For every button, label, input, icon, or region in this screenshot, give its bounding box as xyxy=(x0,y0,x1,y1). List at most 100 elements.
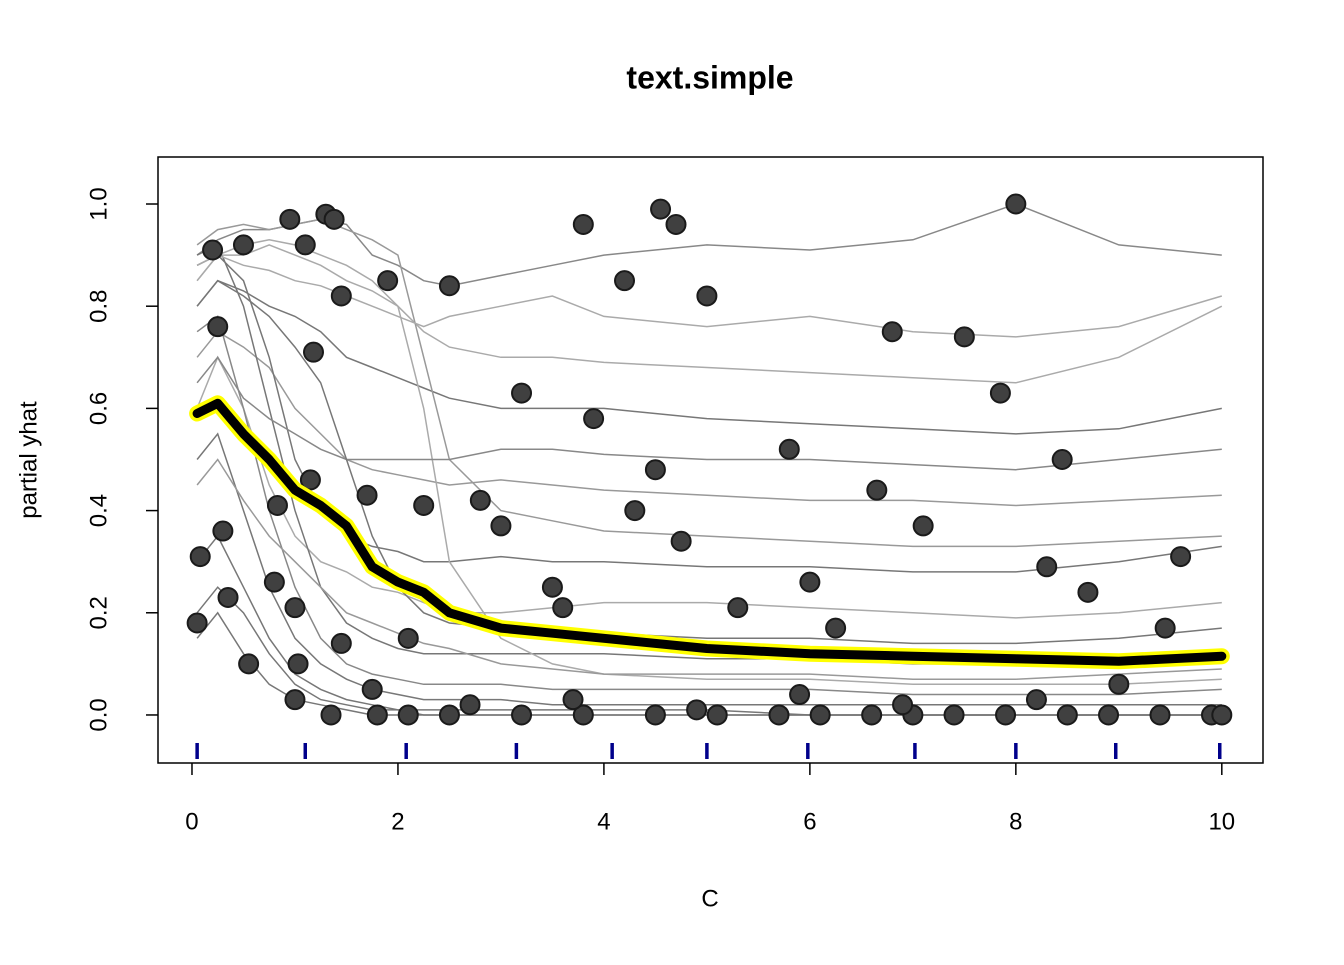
observation-point xyxy=(541,576,563,598)
observation-point xyxy=(912,515,934,537)
observation-point xyxy=(995,704,1017,726)
x-tick-label: 0 xyxy=(185,808,198,835)
x-tick-label: 6 xyxy=(803,808,816,835)
observation-point xyxy=(1077,581,1099,603)
observation-point xyxy=(413,494,435,516)
x-tick-label: 8 xyxy=(1009,808,1022,835)
observation-point xyxy=(552,597,574,619)
observation-point xyxy=(438,704,460,726)
observation-point xyxy=(861,704,883,726)
observation-point xyxy=(356,484,378,506)
pdp-line xyxy=(192,398,1227,666)
observation-point xyxy=(789,684,811,706)
observation-point xyxy=(438,275,460,297)
y-tick-label: 0.2 xyxy=(85,596,112,629)
observation-point xyxy=(644,459,666,481)
observation-point xyxy=(330,632,352,654)
observation-point xyxy=(490,515,512,537)
observation-point xyxy=(284,689,306,711)
observation-point xyxy=(377,270,399,292)
y-tick-label: 0.4 xyxy=(85,494,112,527)
y-tick-label: 0.8 xyxy=(85,290,112,323)
observation-point xyxy=(866,479,888,501)
observation-point xyxy=(459,694,481,716)
ice-curve xyxy=(196,254,1222,573)
chart-title: text.simple xyxy=(626,59,793,95)
observation-point xyxy=(1051,448,1073,470)
observation-point xyxy=(279,208,301,230)
observation-point xyxy=(366,704,388,726)
x-tick-label: 2 xyxy=(391,808,404,835)
observation-point xyxy=(217,586,239,608)
observation-point xyxy=(696,285,718,307)
observation-point xyxy=(294,234,316,256)
x-tick-label: 4 xyxy=(597,808,610,835)
observation-point xyxy=(469,489,491,511)
observation-point xyxy=(1149,704,1171,726)
observation-point xyxy=(665,213,687,235)
observation-point xyxy=(1108,673,1130,695)
observation-point xyxy=(238,653,260,675)
observation-point xyxy=(511,382,533,404)
x-tick-label: 10 xyxy=(1208,808,1235,835)
ice-curve xyxy=(196,355,1222,619)
observation-point xyxy=(1154,617,1176,639)
observation-point xyxy=(614,270,636,292)
observation-point xyxy=(202,239,224,261)
observation-point xyxy=(572,704,594,726)
observation-point xyxy=(892,694,914,716)
observation-point xyxy=(1036,556,1058,578)
ice-curve xyxy=(196,244,1222,686)
observation-point xyxy=(768,704,790,726)
plot-area xyxy=(186,193,1233,759)
ice-curve xyxy=(196,239,1223,384)
observation-point xyxy=(207,316,229,338)
observation-point xyxy=(881,321,903,343)
observation-point xyxy=(727,597,749,619)
ice-curve xyxy=(196,611,1222,716)
observation-point xyxy=(825,617,847,639)
ice-curve xyxy=(196,218,1222,548)
observation-point xyxy=(189,546,211,568)
observation-point xyxy=(232,234,254,256)
observation-point xyxy=(511,704,533,726)
observation-point xyxy=(989,382,1011,404)
observation-point xyxy=(778,438,800,460)
observation-point xyxy=(1005,193,1027,215)
observation-point xyxy=(1098,704,1120,726)
observation-point xyxy=(1170,546,1192,568)
observation-point xyxy=(1025,689,1047,711)
observation-point xyxy=(361,678,383,700)
observation-point xyxy=(397,704,419,726)
ice-curve xyxy=(196,356,1222,471)
ice-curve xyxy=(196,279,1222,645)
y-tick-label: 0.0 xyxy=(85,698,112,731)
x-axis-label: C xyxy=(701,885,718,912)
observation-point xyxy=(287,653,309,675)
observation-point xyxy=(644,704,666,726)
observation-point xyxy=(330,285,352,307)
observation-point xyxy=(186,612,208,634)
ice-curve xyxy=(196,315,1222,696)
observation-point xyxy=(320,704,342,726)
ice-curve xyxy=(196,279,1222,435)
y-axis-label: partial yhat xyxy=(15,401,42,519)
y-tick-label: 0.6 xyxy=(85,392,112,425)
observation-point xyxy=(686,699,708,721)
y-tick-label: 1.0 xyxy=(85,187,112,220)
observation-point xyxy=(1211,704,1233,726)
observation-point xyxy=(266,494,288,516)
plot-frame xyxy=(157,156,1264,764)
observation-point xyxy=(562,689,584,711)
observation-point xyxy=(624,500,646,522)
observation-point xyxy=(583,408,605,430)
observation-point xyxy=(212,520,234,542)
observation-point xyxy=(1056,704,1078,726)
observation-point xyxy=(303,341,325,363)
ice-curve xyxy=(196,458,1222,680)
observation-point xyxy=(706,704,728,726)
observation-point xyxy=(650,198,672,220)
observation-point xyxy=(572,213,594,235)
observation-point xyxy=(263,571,285,593)
